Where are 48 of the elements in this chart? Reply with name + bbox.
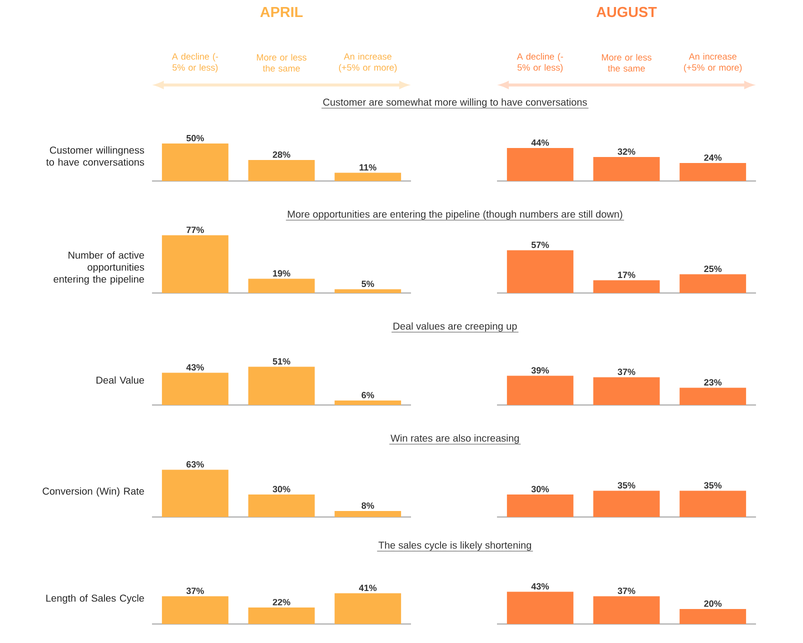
data-label: 17%	[618, 272, 636, 278]
data-label: 50%	[186, 134, 204, 142]
data-label: 25%	[704, 266, 722, 272]
x-tick-label: A decline (-5% or less)	[516, 53, 564, 72]
chart-title: AUGUST	[596, 6, 657, 18]
data-label: 51%	[272, 358, 290, 365]
y-axis-title: Conversion (Win) Rate	[42, 487, 144, 497]
data-label: 20%	[704, 600, 722, 607]
text: More opportunities are entering the pipeline (though numbers are still down)	[288, 210, 622, 220]
text: Win rates are also increasing	[390, 434, 519, 444]
data-label: 23%	[704, 379, 722, 386]
data-label: 30%	[272, 486, 290, 492]
data-label: 43%	[531, 583, 549, 590]
data-label: 11%	[360, 164, 376, 171]
data-label: 37%	[186, 588, 204, 594]
data-label: 39%	[531, 367, 549, 374]
x-tick-label: An increase (+5% or more)	[684, 53, 742, 72]
data-label: 8%	[362, 502, 374, 509]
y-axis-title: Length of Sales Cycle	[46, 594, 144, 604]
data-label: 32%	[618, 148, 636, 155]
data-label: 5%	[362, 280, 374, 288]
data-label: 43%	[186, 364, 204, 371]
text: The sales cycle is likely shortening	[378, 541, 532, 551]
data-label: 35%	[704, 482, 722, 489]
data-label: 22%	[272, 598, 290, 606]
data-label: 44%	[531, 139, 549, 146]
text: Customer are somewhat more willing to have conversations	[323, 98, 587, 108]
data-label: 37%	[618, 588, 636, 594]
data-label: 24%	[704, 154, 722, 161]
y-axis-title: Number of active opportunities entering the pipeline	[54, 251, 144, 285]
y-axis-title: Deal Value	[96, 376, 144, 384]
x-tick-label: A decline (-5% or less)	[172, 53, 218, 72]
data-label: 63%	[186, 461, 204, 468]
data-label: 41%	[358, 584, 377, 592]
y-axis-title: Customer willingness to have conversations	[46, 146, 144, 166]
data-label: 35%	[618, 482, 636, 489]
data-label: 77%	[186, 226, 204, 234]
x-tick-label: More or less the same	[602, 54, 652, 72]
data-label: 28%	[272, 151, 290, 158]
data-label: 19%	[273, 270, 290, 277]
data-label: 37%	[618, 368, 636, 376]
chart-title: APRIL	[260, 7, 303, 17]
data-label: 57%	[531, 242, 549, 248]
text: Deal values are creeping up	[394, 322, 517, 332]
data-label: 6%	[362, 392, 374, 398]
x-tick-label: An increase (+5% or more)	[339, 53, 397, 72]
x-tick-label: More or less the same	[256, 54, 306, 72]
data-label: 30%	[531, 486, 549, 492]
